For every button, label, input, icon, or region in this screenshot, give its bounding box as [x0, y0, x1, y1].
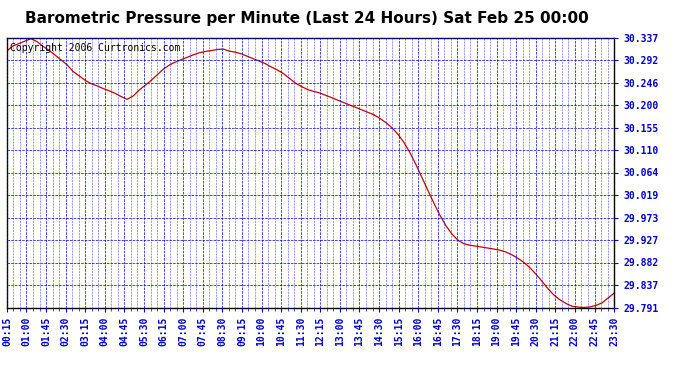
Text: Copyright 2006 Curtronics.com: Copyright 2006 Curtronics.com — [10, 43, 180, 53]
Text: Barometric Pressure per Minute (Last 24 Hours) Sat Feb 25 00:00: Barometric Pressure per Minute (Last 24 … — [25, 11, 589, 26]
